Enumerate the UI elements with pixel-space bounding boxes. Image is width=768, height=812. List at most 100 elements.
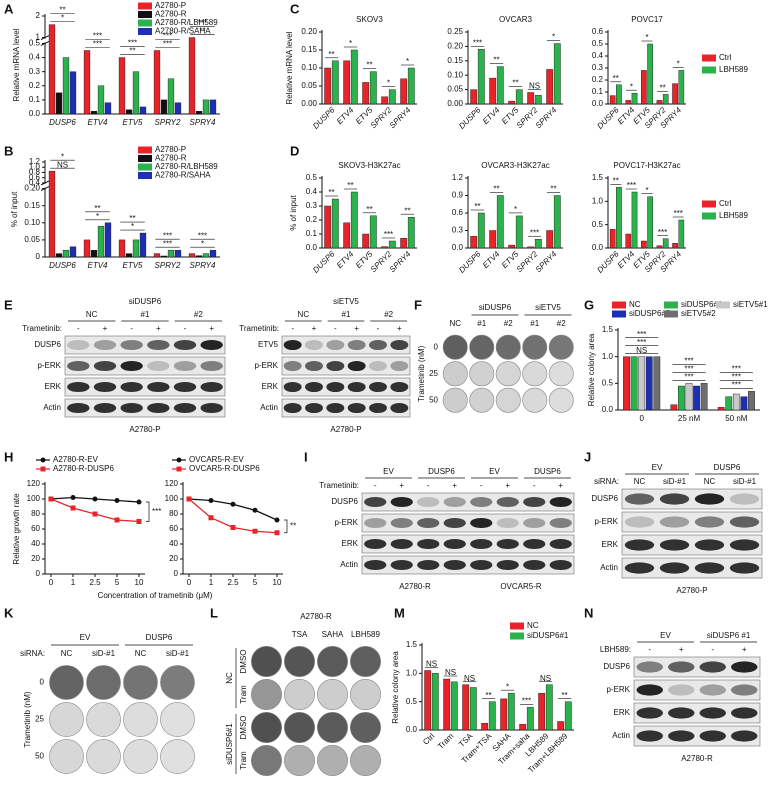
legend-swatch xyxy=(702,200,716,208)
blot-band xyxy=(67,339,90,351)
colony-well xyxy=(284,712,315,743)
marker xyxy=(114,498,120,503)
row-label: Tram xyxy=(239,685,248,704)
y-tick-label: 100 xyxy=(165,494,179,503)
significance-label: ** xyxy=(613,176,619,185)
y-tick-label: 0 xyxy=(36,569,41,578)
significance-bracket xyxy=(284,519,288,534)
blot-band xyxy=(369,339,387,351)
y-axis-label: Relative colony area xyxy=(391,651,400,724)
row-label: ETV5 xyxy=(258,340,279,349)
bar xyxy=(489,230,497,249)
significance-label: ** xyxy=(613,74,619,83)
bar xyxy=(139,232,147,258)
colony-well xyxy=(123,702,158,737)
y-tick-label: 0.05 xyxy=(24,235,40,244)
y-tick-label: 0.0 xyxy=(592,99,604,108)
lane-label: - xyxy=(130,324,133,333)
y-tick-label: 20 xyxy=(169,554,178,563)
bar xyxy=(489,77,497,105)
bar xyxy=(678,219,685,249)
bar xyxy=(496,66,504,105)
bar xyxy=(167,78,175,115)
lane-label: - xyxy=(184,324,187,333)
bar xyxy=(553,43,561,105)
blot-band xyxy=(120,381,143,393)
bar xyxy=(638,356,646,411)
marker xyxy=(48,496,54,502)
bar xyxy=(125,109,133,115)
blot-band xyxy=(326,402,345,414)
marker xyxy=(186,496,192,502)
panel-letter: L xyxy=(210,605,218,620)
y-tick-label: 0.2 xyxy=(592,75,604,84)
significance-label: *** xyxy=(732,372,741,381)
y-tick-label: 0.0 xyxy=(29,109,41,118)
blot-band xyxy=(283,360,302,372)
lane-label: + xyxy=(354,324,359,333)
legend-swatch xyxy=(664,301,678,309)
blot-band xyxy=(326,339,345,351)
legend-swatch xyxy=(138,19,152,27)
bar xyxy=(678,385,685,411)
y-tick-label: 40 xyxy=(31,539,40,548)
marker xyxy=(230,501,236,507)
colony-well xyxy=(49,665,84,700)
significance-label: NS xyxy=(464,674,475,683)
panel-letter: E xyxy=(4,297,13,312)
blot-band xyxy=(668,661,695,673)
y-tick-label: 0.3 xyxy=(592,63,604,72)
blot-caption: A2780-R xyxy=(399,582,431,591)
significance-label: *** xyxy=(674,209,683,218)
blot-band xyxy=(417,559,440,571)
row-label: Actin xyxy=(612,731,630,740)
legend-swatch xyxy=(702,66,716,74)
y-tick-label: 0.0 xyxy=(406,725,418,734)
bar xyxy=(324,205,332,249)
legend-label: siDUSP6#1 xyxy=(681,300,723,309)
legend-swatch xyxy=(612,310,626,318)
bar xyxy=(685,383,693,411)
significance-label: *** xyxy=(637,330,646,339)
y-tick-label: 0.05 xyxy=(447,85,463,94)
treatment-label: LBH589: xyxy=(600,645,631,654)
bar xyxy=(350,191,358,249)
legend-label: siDUSP6#2 xyxy=(629,309,671,318)
legend-label: A2780-R/LBH589 xyxy=(155,162,218,171)
bar xyxy=(470,236,478,249)
bar xyxy=(534,239,542,249)
significance-label: *** xyxy=(152,507,161,516)
bar xyxy=(526,707,534,731)
bar xyxy=(631,191,638,249)
treatment-label: Trametinib: xyxy=(22,324,62,333)
blot-band xyxy=(549,496,572,508)
y-axis-label: Relative mRNA level xyxy=(12,28,21,101)
significance-label: ** xyxy=(129,47,135,56)
row-label: ERK xyxy=(342,539,359,548)
bar xyxy=(132,71,140,115)
y-tick-label: 80 xyxy=(169,509,178,518)
group-label: #2 xyxy=(384,310,393,319)
blot-strip xyxy=(633,725,761,747)
blot-band xyxy=(120,402,143,414)
group-label: EV xyxy=(489,467,500,476)
bar xyxy=(48,170,56,258)
legend-label: siETV5#2 xyxy=(681,309,716,318)
blot-band xyxy=(390,538,413,550)
lane-label: + xyxy=(558,481,563,490)
blot-caption: A2780-P xyxy=(129,425,160,434)
bar xyxy=(104,102,112,115)
y-tick-label: 0.00 xyxy=(447,99,463,108)
significance-label: ** xyxy=(474,202,480,211)
axis-break xyxy=(42,38,48,43)
bar xyxy=(481,723,489,731)
x-tick-label: 2.5 xyxy=(227,578,239,587)
column-label: SAHA xyxy=(322,630,344,639)
bar xyxy=(195,255,203,258)
lane-label: - xyxy=(480,481,483,490)
colony-well xyxy=(350,646,381,677)
blot-band xyxy=(496,538,519,550)
bar xyxy=(104,222,112,258)
y-tick-label: 1.0 xyxy=(29,162,41,171)
treatment-label: Trametinib: xyxy=(319,481,359,490)
